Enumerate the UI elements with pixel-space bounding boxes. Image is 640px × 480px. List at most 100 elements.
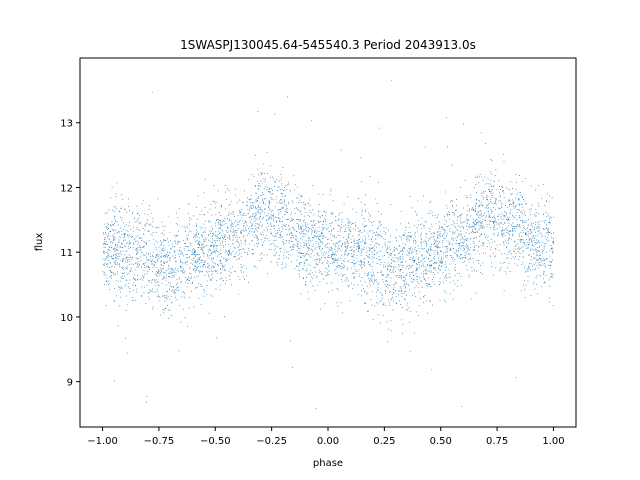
data-point [130,229,132,230]
data-point [491,212,492,214]
data-point [143,292,145,294]
data-point [204,241,206,243]
data-point [431,211,433,213]
data-point [550,265,552,267]
data-point [235,256,236,258]
data-point [266,254,268,256]
data-point [205,266,206,268]
data-point [345,229,346,230]
data-point [220,204,222,206]
data-point [504,222,505,224]
data-point [309,228,311,230]
data-point [313,275,315,276]
data-point [530,233,531,234]
data-point [201,247,203,249]
data-point [494,228,496,230]
data-point [222,268,224,270]
data-point [369,248,371,249]
data-point [202,252,204,254]
data-point [339,266,340,268]
data-point [413,260,415,262]
data-point [165,307,166,309]
data-point [348,227,350,229]
data-point [389,301,390,303]
data-point [147,296,149,298]
data-point [243,265,245,266]
data-point [165,225,166,227]
data-point [277,209,279,211]
data-point [340,302,342,304]
data-point [213,246,214,248]
data-point [256,208,257,210]
data-point [316,258,318,260]
data-point [406,309,408,311]
data-point [196,226,197,227]
data-point [466,238,468,240]
data-point [491,173,493,175]
data-point [346,227,348,228]
data-point [230,272,232,274]
data-point [372,236,373,238]
data-point [259,213,261,215]
data-point [306,253,308,254]
data-point [126,242,128,244]
data-point [502,187,503,188]
data-point [533,258,535,259]
data-point [298,273,300,275]
data-point [168,255,170,256]
data-point [434,240,436,242]
data-point [110,271,112,273]
data-point [155,247,157,249]
data-point [137,279,139,281]
data-point [480,221,482,223]
data-point [348,237,350,239]
data-point [543,273,545,274]
data-point [298,209,300,211]
data-point [319,239,321,241]
data-point [472,209,474,211]
data-point [460,242,461,244]
data-point [237,241,238,242]
data-point [162,311,164,313]
data-point [302,225,304,227]
data-point [491,241,493,243]
data-point [288,201,289,203]
data-point [183,295,185,297]
data-point [421,248,423,249]
data-point [234,230,236,231]
data-point [160,244,162,246]
data-point [266,189,268,190]
data-point [448,241,450,242]
data-point [479,213,481,215]
data-point [296,266,297,267]
data-point [446,248,448,250]
data-point [269,202,271,203]
data-point [443,223,445,225]
data-point [328,255,330,256]
data-point [437,231,438,232]
data-point [142,246,144,248]
data-point [224,316,225,318]
data-point [136,266,138,268]
data-point [472,229,473,230]
data-point [470,194,472,196]
data-point [130,267,132,269]
data-point [165,279,167,281]
data-point [171,243,173,245]
data-point [126,265,128,267]
data-point [139,264,140,266]
data-point [104,212,106,214]
data-point [318,231,320,232]
data-point [305,204,307,206]
data-point [389,241,391,242]
data-point [217,219,218,221]
data-point [206,285,208,286]
data-point [110,235,112,237]
data-point [509,199,510,201]
data-point [453,221,454,222]
data-point [400,237,402,239]
data-point [300,245,302,247]
data-point [422,258,424,260]
data-point [391,79,393,81]
data-point [104,238,105,240]
